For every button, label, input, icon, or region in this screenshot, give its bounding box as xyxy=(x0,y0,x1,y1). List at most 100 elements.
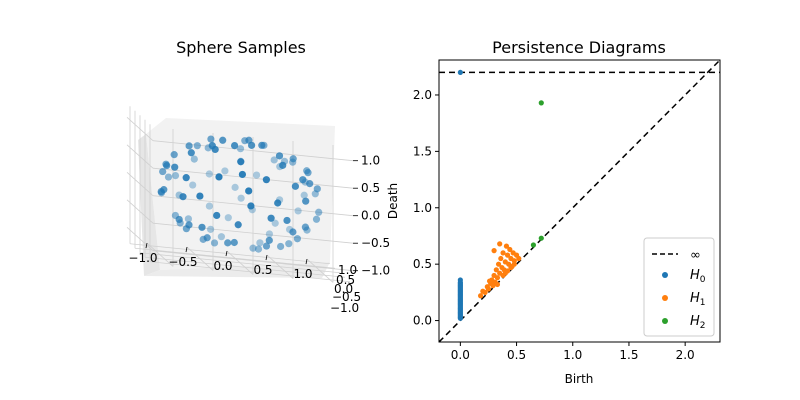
legend-h1-marker xyxy=(662,295,668,301)
sphere-point xyxy=(184,215,192,223)
sphere-point xyxy=(210,239,219,247)
z-tick-label: 0.5 xyxy=(361,181,380,195)
sphere-point xyxy=(231,183,239,191)
legend-h2-main: H xyxy=(690,314,700,329)
sphere-point xyxy=(219,136,227,144)
sphere-point xyxy=(238,170,246,179)
sphere-point xyxy=(277,242,285,251)
persistence-diagram-chart: Persistence Diagrams 0.0 0.5 1.0 1.5 2.0 0.0… xyxy=(386,38,721,386)
y-axis-ticks: 0.0 0.5 1.0 1.5 2.0 xyxy=(413,88,439,328)
x-tick-mark xyxy=(185,246,188,253)
sphere-point xyxy=(301,223,309,231)
point-H1 xyxy=(507,246,513,253)
sphere-point xyxy=(294,207,302,215)
y-tick-label: −1.0 xyxy=(330,301,359,315)
sphere-point xyxy=(291,182,299,190)
point-H1 xyxy=(511,261,517,267)
point-H1 xyxy=(485,286,492,292)
z-tick-label: 0.0 xyxy=(361,209,380,223)
sphere-point xyxy=(312,215,321,223)
back-pane xyxy=(146,118,335,270)
point-H0 xyxy=(457,277,463,283)
z-tick-label: −0.5 xyxy=(361,236,390,250)
sphere-point xyxy=(224,239,232,247)
sphere-point xyxy=(203,234,211,242)
grid-line xyxy=(144,256,346,278)
sphere-point xyxy=(171,163,179,171)
sphere-point xyxy=(217,233,225,241)
sphere-point xyxy=(190,155,198,163)
sphere-point xyxy=(170,151,178,159)
point-H1 xyxy=(497,241,503,247)
point-H2 xyxy=(538,235,544,241)
left-pane xyxy=(138,134,160,276)
sphere-point xyxy=(237,158,245,166)
point-H1 xyxy=(494,281,501,288)
sphere-point xyxy=(164,173,173,181)
sphere-point xyxy=(171,171,180,180)
sphere-point xyxy=(187,149,195,157)
sphere-point xyxy=(274,199,282,207)
sphere-samples-title: Sphere Samples xyxy=(176,38,306,57)
sphere-point xyxy=(179,193,187,201)
sphere-point xyxy=(189,181,197,189)
y-tick-label: 0.5 xyxy=(336,273,355,287)
sphere-points xyxy=(157,135,323,253)
sphere-point xyxy=(262,176,270,184)
grid-line xyxy=(126,144,154,169)
legend-box xyxy=(643,237,715,337)
series-H0 xyxy=(457,69,463,321)
sphere-point xyxy=(207,225,215,233)
y-axis-label: Death xyxy=(386,183,400,219)
sphere-point xyxy=(205,202,213,210)
point-H1 xyxy=(477,293,484,299)
point-H2 xyxy=(530,242,537,248)
sphere-point xyxy=(258,141,266,149)
legend-h1-sub: 1 xyxy=(700,298,706,308)
point-H2 xyxy=(538,100,544,106)
point-H1 xyxy=(500,250,506,256)
sphere-point xyxy=(302,197,310,205)
sphere-point xyxy=(265,230,273,238)
floor-pane xyxy=(144,262,330,278)
sphere-point xyxy=(315,208,323,216)
point-H1 xyxy=(508,264,514,271)
sphere-point xyxy=(271,219,279,227)
sphere-point xyxy=(175,215,183,224)
point-H1 xyxy=(498,255,504,262)
sphere-point xyxy=(207,135,215,143)
sphere-point xyxy=(293,235,301,243)
y-tick-label: 1.0 xyxy=(413,201,432,215)
sphere-point xyxy=(304,169,312,177)
legend-h2-label: H2 xyxy=(690,314,706,331)
sphere-point xyxy=(306,180,314,188)
sphere-point xyxy=(256,239,264,247)
sphere-point xyxy=(279,161,287,169)
x-axis-label: Birth xyxy=(565,372,594,386)
legend-h2-sub: 2 xyxy=(700,321,706,331)
x-tick-label: 0.0 xyxy=(451,348,470,362)
series-H2 xyxy=(530,100,544,248)
sphere-point xyxy=(265,236,273,244)
persistence-title: Persistence Diagrams xyxy=(492,38,666,57)
legend-h1-label: H1 xyxy=(690,291,706,308)
axis-ticks-3d: −1.0 −0.5 0.0 0.5 1.0 −1.0−0.50.00.51.0−1.0−0… xyxy=(128,154,390,315)
y-tick-label: 0.5 xyxy=(413,257,432,271)
grid-line xyxy=(306,258,334,283)
y-tick-label: 1.5 xyxy=(413,144,432,158)
sphere-point xyxy=(300,191,308,199)
x-tick-label: −1.0 xyxy=(128,251,157,265)
y-tick-label: 1.0 xyxy=(338,263,357,277)
x-tick-mark xyxy=(265,254,268,261)
sphere-point xyxy=(230,238,238,247)
point-H1 xyxy=(482,289,488,295)
point-H0 xyxy=(457,69,463,76)
sphere-point xyxy=(198,223,206,231)
y-tick-label: 0.0 xyxy=(413,314,432,328)
sphere-samples-chart: Sphere Samples −1.0 −0.5 0.0 0.5 1.0 −1.0−0.5… xyxy=(126,38,390,315)
series-H1 xyxy=(477,241,522,299)
point-H1 xyxy=(504,252,511,258)
z-tick-label: −1.0 xyxy=(361,264,390,278)
plot-area xyxy=(439,60,720,342)
